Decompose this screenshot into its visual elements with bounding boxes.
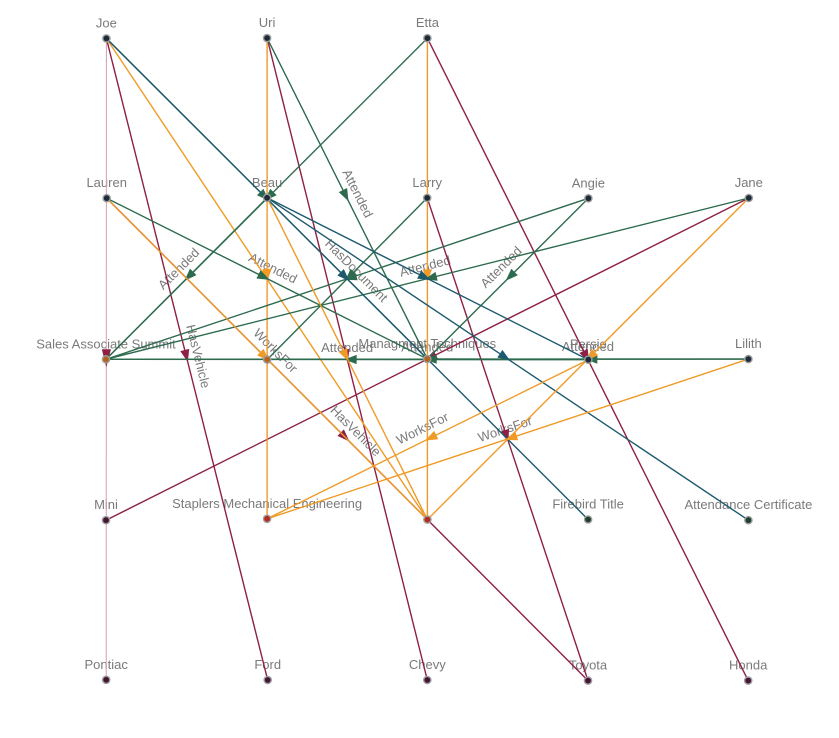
svg-text:Angie: Angie	[572, 175, 605, 190]
svg-text:Attendance Certificate: Attendance Certificate	[684, 497, 812, 512]
svg-text:Etta: Etta	[416, 15, 440, 30]
svg-text:Toyota: Toyota	[569, 658, 608, 673]
svg-text:Lilith: Lilith	[735, 336, 762, 351]
svg-text:Ford: Ford	[254, 657, 281, 672]
svg-text:Joe: Joe	[96, 15, 117, 30]
svg-text:Chevy: Chevy	[409, 657, 446, 672]
svg-text:Jane: Jane	[735, 175, 763, 190]
svg-text:Uri: Uri	[259, 15, 276, 30]
svg-text:Honda: Honda	[729, 658, 768, 673]
svg-text:Firebird Title: Firebird Title	[552, 497, 624, 512]
